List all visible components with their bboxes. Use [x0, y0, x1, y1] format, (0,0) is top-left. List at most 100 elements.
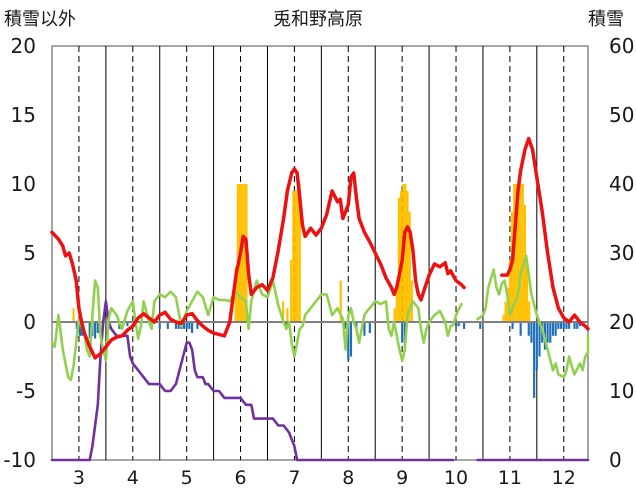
bar-negative — [565, 322, 568, 329]
bar-negative — [158, 322, 161, 329]
bar-negative — [285, 322, 288, 327]
bar-negative — [190, 322, 194, 334]
bar-negative — [519, 322, 522, 336]
bar-positive — [397, 197, 400, 322]
right-tick-label: 40 — [609, 172, 634, 196]
bar-positive — [72, 308, 75, 322]
bar-negative — [401, 322, 404, 343]
bar-negative — [196, 322, 199, 329]
bar-positive — [508, 259, 511, 322]
bar-positive — [290, 259, 293, 322]
bar-negative — [88, 322, 91, 339]
right-tick-label: 0 — [609, 448, 622, 472]
bar-negative — [557, 322, 560, 329]
x-tick-label: 10 — [444, 467, 468, 489]
bar-negative — [174, 322, 177, 329]
bar-negative — [530, 322, 533, 343]
bar-negative — [463, 322, 466, 329]
bar-positive — [515, 184, 518, 322]
left-tick-label: 0 — [23, 310, 36, 334]
right-tick-label: 10 — [609, 379, 634, 403]
bar-positive — [296, 190, 299, 322]
bar-negative — [538, 322, 541, 357]
bar-positive — [286, 308, 289, 322]
bar-negative — [573, 322, 576, 329]
right-axis-label: 積雪 — [588, 9, 624, 30]
bar-positive — [504, 301, 507, 322]
bar-negative — [454, 322, 458, 327]
series-line-red — [500, 136, 590, 331]
bar-positive — [294, 190, 297, 322]
bar-negative — [94, 322, 97, 339]
right-tick-label: 60 — [609, 34, 634, 58]
bar-positive — [339, 280, 342, 322]
x-tick-label: 4 — [127, 467, 139, 489]
bar-positive — [298, 184, 301, 322]
bar-negative — [349, 322, 353, 357]
left-tick-label: 15 — [11, 103, 36, 127]
x-tick-label: 5 — [181, 467, 193, 489]
bar-negative — [568, 322, 571, 329]
bar-positive — [393, 308, 396, 322]
bar-negative — [546, 322, 549, 343]
bar-negative — [78, 322, 82, 336]
x-tick-label: 8 — [342, 467, 354, 489]
bar-positive — [243, 184, 246, 322]
bar-negative — [75, 322, 78, 329]
bar-positive — [282, 301, 285, 322]
grid — [78, 46, 565, 460]
left-axis-ticks: -10 -5 0 5 10 15 20 — [3, 34, 36, 472]
series-lines — [50, 136, 590, 462]
bar-negative — [368, 322, 371, 334]
bar-positive — [234, 266, 237, 322]
bar-negative — [166, 322, 169, 329]
bar-positive — [408, 211, 411, 322]
chart-title: 兎和野高原 — [273, 9, 363, 30]
bar-positive — [521, 184, 524, 322]
x-tick-label: 7 — [288, 467, 300, 489]
right-tick-label: 30 — [609, 241, 634, 265]
series-line-red — [50, 167, 466, 360]
bar-negative — [363, 322, 366, 336]
x-tick-label: 3 — [73, 467, 85, 489]
bar-negative — [347, 322, 350, 361]
series-line-green — [50, 279, 463, 382]
bar-negative — [479, 322, 482, 329]
series-line-green — [476, 254, 590, 379]
bar-negative — [511, 322, 514, 329]
left-tick-label: 10 — [11, 172, 36, 196]
bar-negative — [126, 322, 129, 327]
x-tick-label: 9 — [396, 467, 408, 489]
bar-positive — [528, 301, 531, 322]
bar-positive — [395, 280, 398, 322]
bar-negative — [576, 322, 579, 329]
bar-positive — [236, 184, 239, 322]
bar-positive — [502, 315, 505, 322]
bar-negative — [549, 322, 552, 343]
bar-negative — [96, 322, 99, 334]
bar-negative — [533, 322, 536, 398]
bar-negative — [535, 322, 538, 371]
right-tick-label: 50 — [609, 103, 634, 127]
right-axis-ticks: 0 10 20 30 40 50 60 — [609, 34, 634, 472]
left-tick-label: -5 — [16, 379, 36, 403]
bar-negative — [182, 322, 186, 329]
right-tick-label: 20 — [609, 310, 634, 334]
x-axis-ticks: 3 4 5 6 7 8 9 10 11 12 — [73, 467, 576, 489]
left-tick-label: -10 — [3, 448, 36, 472]
bar-negative — [185, 322, 188, 329]
left-axis-label: 積雪以外 — [4, 9, 76, 30]
bar-positive — [519, 184, 522, 322]
bar-negative — [457, 322, 460, 327]
bar-negative — [562, 322, 565, 329]
bar-negative — [527, 322, 530, 336]
bar-negative — [554, 322, 557, 336]
bar-negative — [551, 322, 555, 336]
bar-negative — [188, 322, 191, 329]
bar-negative — [559, 322, 563, 329]
x-tick-label: 6 — [234, 467, 246, 489]
left-tick-label: 20 — [11, 34, 36, 58]
x-tick-label: 12 — [552, 467, 576, 489]
bar-negative — [177, 322, 180, 329]
